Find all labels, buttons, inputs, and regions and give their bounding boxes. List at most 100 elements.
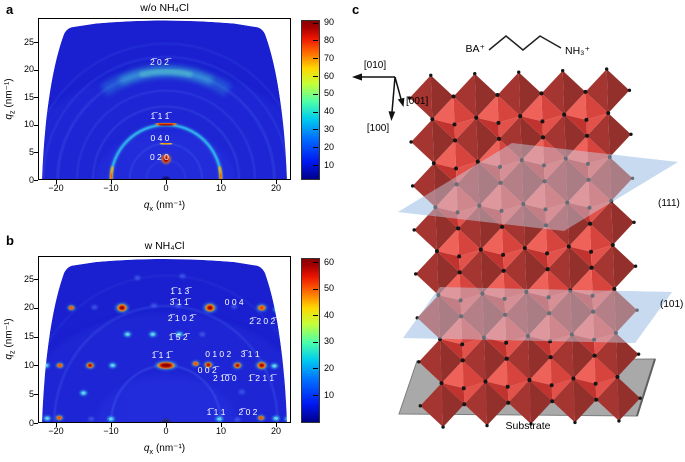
- diffraction-ring: [53, 304, 279, 423]
- bragg-spot: [207, 306, 213, 310]
- bragg-spot: [275, 308, 279, 311]
- detector-area: [42, 20, 287, 180]
- bragg-spot: [47, 307, 51, 310]
- bragg-spot: [125, 333, 130, 336]
- y-tick-label: 10: [23, 359, 34, 370]
- axis-001-arrowhead: [397, 97, 405, 107]
- colorbar-tick-label: 60: [324, 70, 335, 81]
- panel-c-letter: c: [352, 2, 360, 17]
- y-tick-label: 25: [23, 36, 34, 47]
- bragg-spot: [150, 303, 157, 308]
- y-tick-label: 20: [23, 302, 34, 313]
- colorbar-tick-mark: [313, 111, 318, 113]
- y-tick-mark: [34, 307, 38, 309]
- giwaxs-map-without-nh4cl: 2̅ 0 2̅ 1̅ 1 1̅ 0 4 0 0 2 0: [38, 18, 291, 180]
- bragg-spot: [179, 274, 186, 279]
- bragg-spot: [160, 363, 172, 368]
- y-tick-mark: [34, 152, 38, 154]
- colorbar-tick-label: 50: [324, 283, 335, 294]
- hkl-annotation: 0 1 0 2: [205, 349, 231, 359]
- x-tick-label: 0: [163, 183, 169, 193]
- colorbar-tick-mark: [313, 315, 318, 317]
- y-tick-mark: [34, 42, 38, 43]
- giwaxs-map-with-nh4cl: 1̅ 1 3̅3̅ 1 1̅ 0 0 4 2̅ 1 0 2̅ 2̅ 2 0 2̅ 1̅ …: [38, 256, 291, 423]
- x-tick-mark: [276, 180, 277, 184]
- hkl-annotation: 2̅ 0 2̅: [150, 57, 172, 67]
- bragg-spot: [69, 306, 73, 309]
- bragg-spot: [217, 417, 222, 421]
- bragg-spot: [272, 364, 277, 368]
- colorbar-tick-label: 50: [324, 88, 335, 99]
- hkl-annotation: 0 4 0: [150, 133, 169, 143]
- plane-101-overlay: [403, 287, 672, 343]
- bragg-spot: [259, 416, 263, 419]
- colorbar-tick-label: 70: [324, 52, 335, 63]
- colorbar-tick-label: 40: [324, 106, 335, 117]
- ylabel-symbol: q: [3, 354, 15, 360]
- y-tick-label: 0: [28, 174, 34, 185]
- plot-frame: [38, 18, 291, 180]
- diffraction-ring: [91, 105, 241, 180]
- bragg-spot: [45, 305, 53, 311]
- y-tick-mark: [34, 279, 38, 280]
- y-tick-label: 20: [23, 64, 34, 75]
- detector-area: [42, 259, 287, 423]
- colorbar-tick-label: 20: [324, 141, 335, 152]
- xlabel-symbol: q: [143, 200, 150, 211]
- panel-a-xlabel: qx (nm⁻¹): [38, 200, 291, 213]
- bragg-spot: [57, 416, 61, 419]
- bragg-spot: [81, 391, 86, 395]
- axis-010-label: [010]: [364, 60, 386, 71]
- x-tick-mark: [221, 423, 222, 427]
- plot-frame: [38, 256, 291, 423]
- ylabel-subscript: z: [7, 110, 17, 115]
- bragg-spot: [110, 364, 115, 367]
- bragg-spot: [259, 306, 264, 310]
- colorbar-tick-mark: [313, 58, 318, 60]
- plane-111-label: (111): [658, 198, 680, 209]
- colorbar-tick-label: 10: [324, 159, 335, 170]
- y-tick-label: 15: [23, 331, 34, 342]
- bragg-spot: [44, 364, 48, 367]
- colorbar-tick-label: 40: [324, 309, 335, 320]
- colorbar-tick-mark: [313, 395, 318, 396]
- ba-cation-label: BA⁺: [465, 43, 485, 55]
- colorbar-tick-mark: [313, 93, 318, 95]
- diffraction-ring: [42, 55, 287, 180]
- plane-101-label: (101): [660, 299, 683, 310]
- y-tick-mark: [34, 69, 38, 71]
- bragg-spot: [273, 307, 281, 312]
- y-tick-mark: [34, 423, 38, 424]
- x-tick-label: 20: [270, 183, 281, 193]
- bragg-spot: [234, 417, 241, 422]
- bragg-spot: [274, 417, 278, 420]
- panel-b-letter: b: [6, 233, 14, 248]
- x-tick-label: −20: [48, 426, 64, 436]
- x-tick-mark: [166, 180, 167, 184]
- colorbar-tick-mark: [313, 76, 318, 77]
- x-tick-label: −10: [103, 426, 119, 436]
- hkl-annotation: 1̅ 1 3̅: [170, 286, 192, 296]
- x-tick-mark: [56, 180, 57, 184]
- colorbar-tick-mark: [313, 22, 318, 24]
- bragg-spot: [45, 417, 49, 420]
- y-tick-mark: [34, 336, 38, 338]
- plane-111-overlay: [398, 143, 678, 231]
- hkl-annotation: 0 0 2̅: [198, 365, 220, 375]
- colorbar-tick-label: 80: [324, 34, 335, 45]
- diffraction-ring: [42, 274, 287, 423]
- colorbar-tick-label: 30: [324, 336, 335, 347]
- x-tick-label: −10: [103, 183, 119, 193]
- substrate-label: Substrate: [506, 420, 551, 432]
- xlabel-unit: (nm⁻¹): [153, 443, 186, 454]
- axis-001-label: [001]: [406, 96, 428, 107]
- y-tick-label: 15: [23, 91, 34, 102]
- diffraction-ring: [75, 89, 257, 180]
- ammonium-group-label: NH₃⁺: [565, 45, 590, 57]
- bragg-spot: [231, 304, 238, 309]
- colorbar-tick-mark: [313, 341, 318, 343]
- y-tick-label: 5: [28, 146, 34, 157]
- axis-100-arrowhead: [388, 111, 396, 121]
- y-tick-mark: [34, 180, 38, 181]
